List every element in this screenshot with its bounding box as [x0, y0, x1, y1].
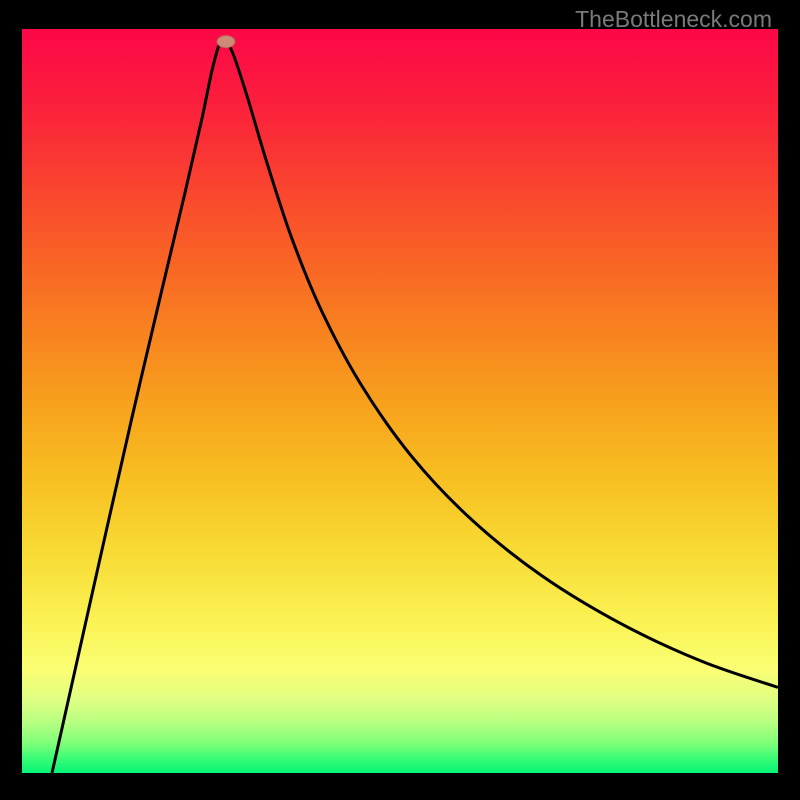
watermark-text: TheBottleneck.com	[575, 6, 772, 33]
optimum-marker	[217, 36, 235, 48]
bottleneck-curve	[52, 39, 778, 773]
chart-curve-layer	[22, 29, 778, 773]
chart-plot-area	[22, 29, 778, 773]
